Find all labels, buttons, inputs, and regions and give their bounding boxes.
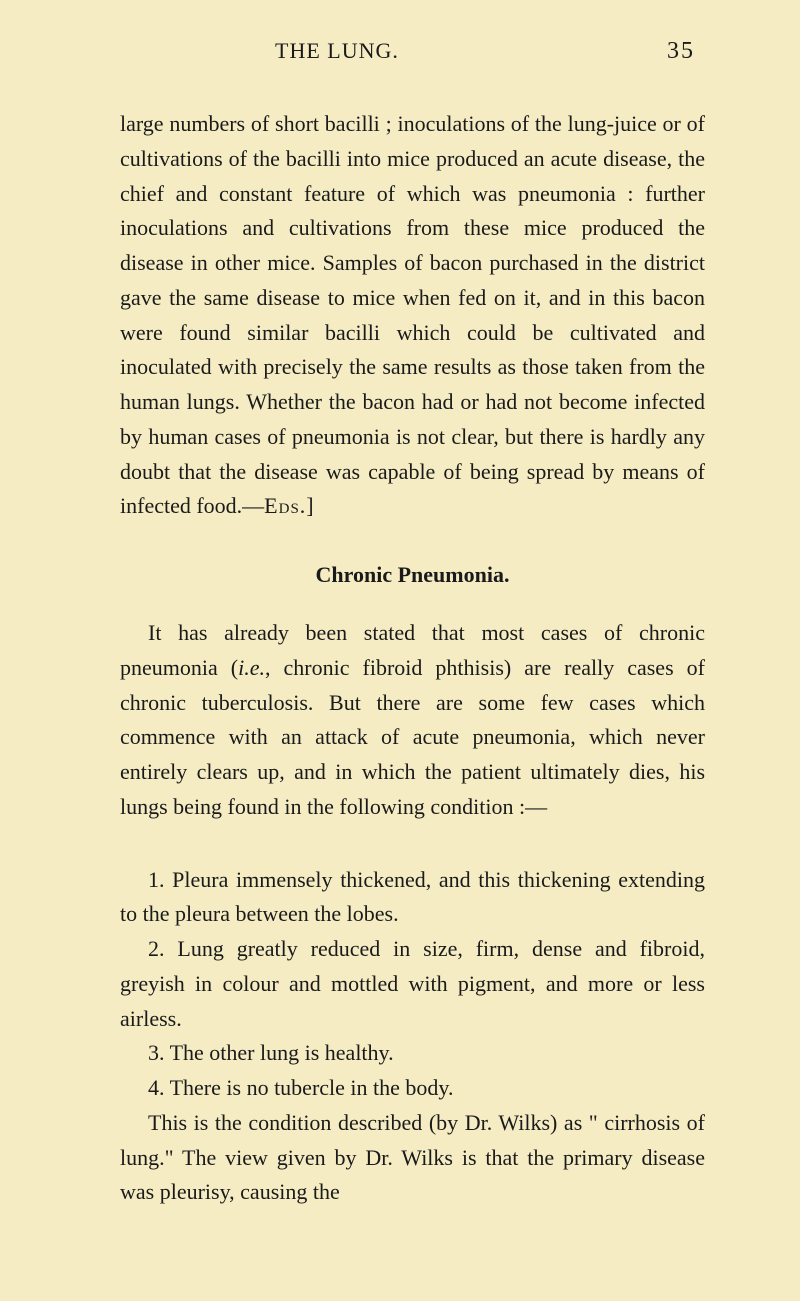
continuation-paragraph: large numbers of short bacilli ; inocula… xyxy=(120,107,705,524)
bracket-close: ] xyxy=(306,493,313,518)
italic-ie: i.e. xyxy=(238,655,265,680)
list-item-4: 4. There is no tubercle in the body. xyxy=(120,1071,705,1106)
running-title: THE LUNG. xyxy=(275,38,399,64)
paragraph-text: large numbers of short bacilli ; inocula… xyxy=(120,111,705,518)
section-heading: Chronic Pneumonia. xyxy=(120,562,705,588)
list-item-1: 1. Pleura immensely thickened, and this … xyxy=(120,863,705,933)
closing-paragraph: This is the condition described (by Dr. … xyxy=(120,1106,705,1210)
page-header: THE LUNG. 35 xyxy=(120,38,705,65)
list-item-3: 3. The other lung is healthy. xyxy=(120,1036,705,1071)
intro-paragraph: It has already been stated that most cas… xyxy=(120,616,705,825)
list-item-2: 2. Lung greatly reduced in size, firm, d… xyxy=(120,932,705,1036)
page-number: 35 xyxy=(667,38,695,65)
editors-mark: Eds. xyxy=(264,493,306,518)
